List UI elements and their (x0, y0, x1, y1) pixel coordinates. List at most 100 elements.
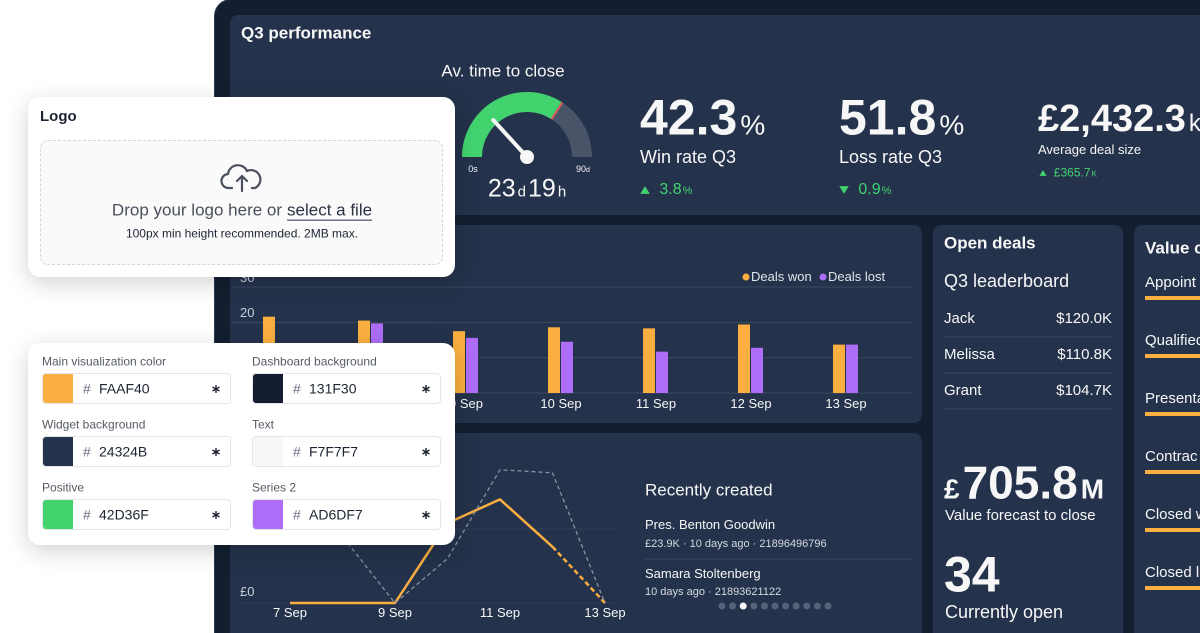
hex-value: FAAF40 (99, 380, 150, 397)
color-picker-icon[interactable] (212, 448, 220, 456)
kpi-change-unit: % (881, 185, 892, 198)
x-tick-label: 7 Sep (273, 604, 307, 620)
hash-prefix: # (293, 443, 301, 460)
hex-value: 131F30 (309, 380, 357, 397)
icon-stroke (422, 449, 430, 455)
hash-prefix: # (293, 380, 301, 397)
drop-prompt: Drop your logo here or select a file (111, 200, 373, 221)
x-tick-label: 13 Sep (584, 604, 626, 620)
x-tick-label: 12 Sep (730, 395, 772, 411)
color-input[interactable]: #131F30 (252, 373, 441, 404)
x-tick-label: 11 Sep (479, 604, 521, 620)
color-input[interactable]: # F7F7F7 (252, 436, 441, 467)
color-input[interactable]: #42D36F (42, 499, 231, 530)
widget-title: Q3 performance (241, 23, 372, 43)
hash-prefix: # (83, 380, 91, 397)
field-label: Series 2 (252, 480, 297, 495)
kpi-label: Loss rate Q3 (839, 147, 943, 168)
gauge-hour-unit: h (557, 183, 567, 201)
stage-label: Presenta (1145, 389, 1200, 407)
forecast-value: £705.8 M (944, 458, 1104, 509)
kpi-label: Win rate Q3 (640, 147, 737, 168)
color-picker-icon[interactable] (422, 385, 430, 393)
kpi-value: £2,432.3 k (1038, 98, 1200, 141)
hash-prefix: # (83, 506, 91, 523)
forecast-label: Value forecast to close (945, 506, 1096, 524)
color-input[interactable]: # FAAF40 (42, 373, 231, 404)
kpi-unit: % (740, 109, 766, 141)
list-item-meta: £23.9K · 10 days ago · 21896496796 (645, 537, 827, 550)
list-item-meta: 10 days ago · 21893621122 (645, 585, 782, 598)
color-swatch (253, 374, 283, 403)
leaderboard-title: Q3 leaderboard (944, 271, 1070, 292)
color-card: Main visualization color # FAAF40 Dashboard… (28, 343, 455, 545)
color-picker-icon[interactable] (212, 511, 220, 519)
select-file-link[interactable]: select a file (287, 200, 373, 220)
gauge-title: Av. time to close (441, 61, 565, 81)
hex-value: 42D36F (99, 506, 149, 523)
open-deals-widget (933, 225, 1123, 633)
drop-hint: 100px min height recommended. 2MB max. (125, 226, 359, 241)
icon-stroke (212, 512, 220, 518)
forecast-currency: £ (944, 473, 960, 505)
kpi-change-unit: % (682, 185, 693, 198)
forecast-unit: M (1080, 473, 1105, 505)
kpi-change-value: 0.9 (858, 181, 881, 199)
stage-label: Contrac (1145, 447, 1198, 465)
color-input[interactable]: # AD6DF7 (252, 499, 441, 530)
color-input[interactable]: #24324B (42, 436, 231, 467)
logo-card: Logo Drop your logo here or select a file 1… (28, 97, 455, 277)
leader-amount: $104.7K (1056, 381, 1112, 399)
leader-amount: $120.0K (1056, 309, 1112, 327)
widget-title: Value c (1145, 238, 1200, 258)
gauge-max-label: 90 d (576, 164, 590, 175)
field-label: Text (252, 417, 275, 432)
prompt-text: Drop your logo here or (111, 200, 283, 220)
list-title: Recently created (645, 480, 773, 500)
gauge-day-unit: d (517, 183, 526, 201)
leader-amount: $110.8K (1057, 345, 1112, 363)
kpi-number: 42.3 (640, 89, 738, 146)
field-label: Dashboard background (252, 354, 377, 369)
upload-icon (220, 164, 262, 193)
list-item-name: Samara Stoltenberg (645, 565, 761, 581)
hex-value: AD6DF7 (309, 506, 363, 523)
kpi-change: £365.7 K (1054, 166, 1097, 179)
color-picker-icon[interactable] (212, 385, 220, 393)
kpi-value: 51.8% (839, 89, 965, 146)
kpi-change: 0.9% (858, 181, 891, 199)
x-tick-label: 13 Sep (825, 395, 867, 411)
x-tick-label: 10 Sep (540, 395, 582, 411)
icon-stroke (212, 386, 220, 392)
card-title: Logo (40, 107, 77, 125)
color-swatch (43, 500, 73, 529)
leader-name: Jack (944, 309, 975, 327)
kpi-label: Average deal size (1038, 141, 1142, 157)
color-swatch (43, 374, 73, 403)
stage-label: Closed w (1145, 505, 1200, 523)
drop-zone[interactable]: Drop your logo here or select a file 100px… (40, 140, 443, 265)
value-widget (1134, 225, 1200, 633)
color-picker-icon[interactable] (422, 448, 430, 456)
legend-label: Deals lost (828, 268, 886, 284)
stage-label: Appoint (1145, 273, 1196, 291)
kpi-change-value: 3.8 (659, 181, 682, 199)
kpi-number: £2,432.3 (1038, 98, 1186, 141)
color-swatch (253, 437, 283, 466)
icon-stroke (422, 386, 430, 392)
color-picker-icon[interactable] (422, 511, 430, 519)
color-swatch (253, 500, 283, 529)
kpi-unit: k (1188, 110, 1200, 138)
stage-label: Closed l (1145, 563, 1200, 581)
gauge-hours: 19 (528, 174, 556, 203)
kpi-unit: % (939, 109, 965, 141)
field-label: Widget background (42, 417, 146, 432)
y-tick-label: £0 (240, 583, 255, 599)
hash-prefix: # (293, 506, 301, 523)
open-label: Currently open (945, 602, 1064, 623)
leader-name: Melissa (944, 345, 995, 363)
cloud-outline (220, 164, 262, 190)
kpi-number: 51.8 (839, 89, 937, 146)
